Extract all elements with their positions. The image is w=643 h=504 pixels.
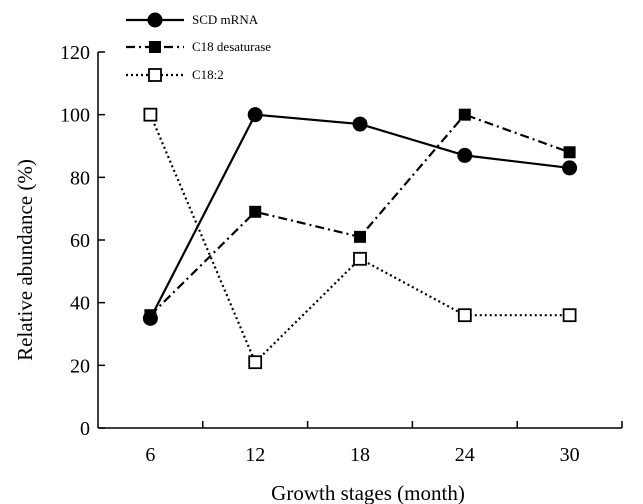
x-tick-label: 24 [455, 444, 475, 466]
data-point [142, 310, 158, 326]
data-point [249, 205, 262, 218]
data-point [563, 146, 576, 159]
legend-marker [149, 41, 161, 53]
series-line [149, 113, 570, 319]
data-point [248, 355, 263, 370]
series-scd-mrna [142, 107, 578, 326]
y-tick-label: 60 [70, 230, 90, 252]
legend-label: C18 desaturase [192, 39, 271, 54]
data-point [562, 160, 578, 176]
x-tick-label: 6 [145, 444, 155, 466]
y-tick-label: 100 [60, 105, 90, 127]
y-tick-label: 20 [70, 355, 90, 377]
y-tick-label: 120 [60, 42, 90, 64]
series-line [149, 113, 570, 316]
y-axis-title: Relative abundance (%) [13, 159, 37, 361]
data-point [457, 308, 472, 323]
series-c18-2 [143, 107, 577, 370]
y-tick-label: 0 [80, 418, 90, 440]
series-layer [142, 107, 578, 370]
data-point [562, 308, 577, 323]
legend-label: SCD mRNA [192, 12, 259, 27]
x-axis-title: Growth stages (month) [271, 481, 465, 504]
x-tick-label: 12 [245, 444, 265, 466]
data-point [354, 230, 366, 243]
data-point [457, 147, 473, 163]
data-point [353, 251, 367, 266]
x-tick-label: 30 [560, 444, 580, 466]
x-tick-label: 18 [350, 444, 370, 466]
legend-label: C18:2 [192, 67, 224, 82]
legend-marker [148, 68, 162, 82]
data-point [143, 107, 158, 122]
series-c18-desaturase [144, 108, 576, 322]
axes: 0 20 40 60 80 100 120 6 12 18 24 30 [60, 42, 623, 466]
y-tick-label: 40 [70, 293, 90, 315]
data-point [247, 107, 263, 123]
data-point [352, 116, 368, 132]
data-point [458, 108, 471, 121]
y-tick-label: 80 [70, 167, 90, 189]
legend: SCD mRNA C18 desaturase C18:2 [126, 12, 271, 82]
legend-marker [147, 12, 163, 28]
